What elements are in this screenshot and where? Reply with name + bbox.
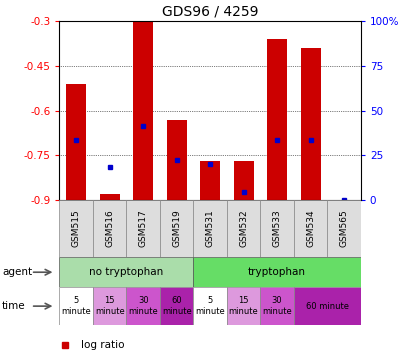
Text: 15
minute: 15 minute: [94, 296, 124, 316]
Text: 60 minute: 60 minute: [305, 302, 348, 311]
Text: GSM515: GSM515: [72, 210, 81, 247]
Bar: [200, 161, 220, 200]
Bar: [226, 200, 260, 257]
Bar: [166, 120, 186, 200]
Bar: [193, 257, 360, 287]
Title: GDS96 / 4259: GDS96 / 4259: [162, 5, 258, 19]
Text: log ratio: log ratio: [80, 340, 124, 350]
Text: 30
minute: 30 minute: [128, 296, 157, 316]
Bar: [226, 287, 260, 325]
Text: GSM517: GSM517: [138, 210, 147, 247]
Text: GSM532: GSM532: [238, 210, 247, 247]
Text: agent: agent: [2, 267, 32, 277]
Text: time: time: [2, 301, 26, 311]
Bar: [293, 200, 326, 257]
Text: GSM534: GSM534: [306, 210, 314, 247]
Text: GSM519: GSM519: [172, 210, 181, 247]
Bar: [93, 200, 126, 257]
Text: GSM533: GSM533: [272, 210, 281, 247]
Text: tryptophan: tryptophan: [247, 267, 306, 277]
Bar: [59, 287, 93, 325]
Bar: [193, 200, 226, 257]
Bar: [233, 161, 253, 200]
Bar: [300, 48, 320, 200]
Bar: [66, 84, 86, 200]
Text: GSM531: GSM531: [205, 210, 214, 247]
Bar: [160, 200, 193, 257]
Text: 5
minute: 5 minute: [61, 296, 91, 316]
Bar: [260, 287, 293, 325]
Bar: [133, 21, 153, 200]
Text: GSM516: GSM516: [105, 210, 114, 247]
Text: 60
minute: 60 minute: [162, 296, 191, 316]
Text: 5
minute: 5 minute: [195, 296, 225, 316]
Bar: [266, 39, 286, 200]
Bar: [260, 200, 293, 257]
Bar: [93, 287, 126, 325]
Text: 15
minute: 15 minute: [228, 296, 258, 316]
Bar: [126, 200, 160, 257]
Bar: [59, 200, 93, 257]
Bar: [326, 200, 360, 257]
Text: 30
minute: 30 minute: [262, 296, 291, 316]
Bar: [126, 287, 160, 325]
Bar: [193, 287, 226, 325]
Bar: [160, 287, 193, 325]
Bar: [293, 287, 360, 325]
Bar: [59, 257, 193, 287]
Bar: [99, 194, 119, 200]
Text: no tryptophan: no tryptophan: [89, 267, 163, 277]
Text: GSM565: GSM565: [339, 210, 348, 247]
